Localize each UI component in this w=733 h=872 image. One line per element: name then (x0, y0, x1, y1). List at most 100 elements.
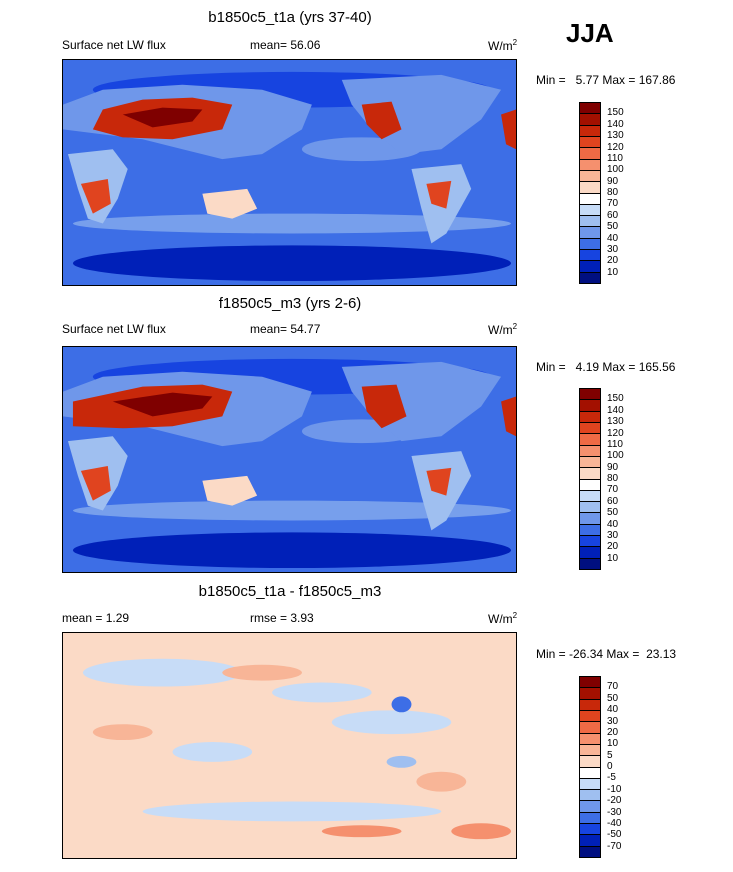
panel-3-patch-i (92, 724, 153, 741)
colorbar-swatch (580, 204, 600, 217)
colorbar-tick-label: 70 (607, 681, 619, 693)
panel-2-units-text: W/m (488, 323, 513, 337)
colorbar-tick-label: 70 (607, 484, 619, 496)
colorbar-swatch (580, 558, 600, 569)
colorbar-tick-label: -70 (607, 840, 622, 852)
panel-1-africa-south (80, 178, 111, 214)
colorbar-tick-label: 140 (607, 404, 624, 416)
colorbar-tick-label: 100 (607, 450, 624, 462)
colorbar-tick-label: 10 (607, 738, 619, 750)
colorbar-swatch (580, 722, 600, 734)
colorbar-tick-label: 90 (607, 175, 619, 187)
colorbar-swatch (580, 389, 600, 401)
panel-3-patch-f (391, 696, 412, 713)
colorbar-tick-label: 130 (607, 130, 624, 142)
panel-3-patch-k (222, 664, 302, 681)
colorbar-swatch (580, 490, 600, 503)
colorbar-swatch (580, 216, 600, 228)
colorbar-swatch (580, 170, 600, 183)
panel-3-min: Min = -26.34 (536, 647, 604, 661)
colorbar-tick-label: 30 (607, 529, 619, 541)
panel-1-map (62, 59, 517, 286)
panel-3-colorbar (579, 676, 601, 858)
panel-1-units: W/m2 (488, 38, 517, 53)
colorbar-tick-label: 40 (607, 704, 619, 716)
colorbar-swatch (580, 445, 600, 457)
panel-3-minmax: Min = -26.34 Max = 23.13 (536, 647, 676, 661)
colorbar-tick-label: 50 (607, 221, 619, 233)
colorbar-tick-label: 90 (607, 461, 619, 473)
colorbar-swatch (580, 835, 600, 847)
panel-2-australia (202, 475, 258, 506)
colorbar-tick-label: 50 (607, 507, 619, 519)
colorbar-swatch (580, 422, 600, 435)
colorbar-swatch (580, 136, 600, 149)
panel-3-mean-label: mean = 1.29 (62, 611, 130, 625)
panel-3-title: b1850c5_t1a - f1850c5_m3 (198, 583, 382, 600)
panel-3-patch-g (321, 825, 402, 838)
panel-1-variable-label: Surface net LW flux (62, 38, 166, 52)
panel-2-map (62, 346, 517, 573)
colorbar-tick-label: -5 (607, 772, 616, 784)
colorbar-tick-label: -10 (607, 783, 622, 795)
panel-2-units: W/m2 (488, 322, 517, 337)
panel-1-asia-core (122, 107, 203, 128)
colorbar-swatch (580, 182, 600, 194)
colorbar-tick-label: 150 (607, 393, 624, 405)
colorbar-tick-label: 130 (607, 416, 624, 428)
panel-1-south-band (72, 245, 512, 282)
colorbar-swatch (580, 250, 600, 262)
colorbar-tick-label: 110 (607, 152, 623, 164)
colorbar-swatch (580, 193, 600, 205)
colorbar-swatch (580, 778, 600, 791)
colorbar-tick-label: 60 (607, 495, 619, 507)
colorbar-tick-label: -30 (607, 806, 622, 818)
colorbar-swatch (580, 547, 600, 559)
colorbar-swatch (580, 524, 600, 537)
colorbar-swatch (580, 502, 600, 514)
panel-2-map-svg (63, 347, 516, 572)
colorbar-swatch (580, 710, 600, 723)
panel-1-title: b1850c5_t1a (yrs 37-40) (208, 9, 372, 26)
colorbar-tick-label: -20 (607, 795, 622, 807)
colorbar-swatch (580, 733, 600, 745)
panel-2-africa-south (80, 465, 111, 501)
colorbar-swatch (580, 767, 600, 779)
colorbar-tick-label: 60 (607, 209, 619, 221)
panel-2-units-sup: 2 (512, 322, 518, 331)
panel-2-sa-hot (426, 467, 452, 496)
colorbar-swatch (580, 756, 600, 768)
colorbar-swatch (580, 238, 600, 251)
colorbar-swatch (580, 688, 600, 700)
panel-1-subtropic-band (72, 213, 512, 234)
colorbar-tick-label: 40 (607, 518, 619, 530)
panel-1-sahara-edge (501, 109, 516, 150)
colorbar-tick-label: 80 (607, 473, 619, 484)
colorbar-tick-label: 0 (607, 761, 613, 772)
panel-3-patch-a (82, 658, 243, 687)
panel-3-units-text: W/m (488, 612, 513, 626)
colorbar-swatch (580, 400, 600, 412)
colorbar-swatch (580, 677, 600, 689)
panel-3-patch-b (272, 682, 372, 703)
colorbar-swatch (580, 125, 600, 137)
colorbar-tick-label: -40 (607, 817, 622, 829)
colorbar-tick-label: 5 (607, 749, 613, 761)
colorbar-tick-label: 80 (607, 187, 619, 198)
colorbar-swatch (580, 159, 600, 171)
panel-3-rmse-label: rmse = 3.93 (250, 611, 314, 625)
panel-1-map-svg (63, 60, 516, 285)
colorbar-swatch (580, 103, 600, 115)
panel-2-variable-label: Surface net LW flux (62, 322, 166, 336)
panel-3-patch-c (172, 742, 253, 762)
panel-3-map (62, 632, 517, 859)
panel-1-minmax: Min = 5.77 Max = 167.86 (536, 73, 675, 87)
colorbar-swatch (580, 456, 600, 469)
panel-2-asia-core (112, 392, 213, 417)
panel-2-mean-label: mean= 54.77 (250, 322, 321, 336)
colorbar-tick-label: 110 (607, 438, 623, 450)
panel-1-units-sup: 2 (512, 38, 518, 47)
panel-3-patch-h (451, 823, 512, 840)
panel-2-min: Min = 4.19 (536, 360, 600, 374)
panel-1-colorbar (579, 102, 601, 284)
